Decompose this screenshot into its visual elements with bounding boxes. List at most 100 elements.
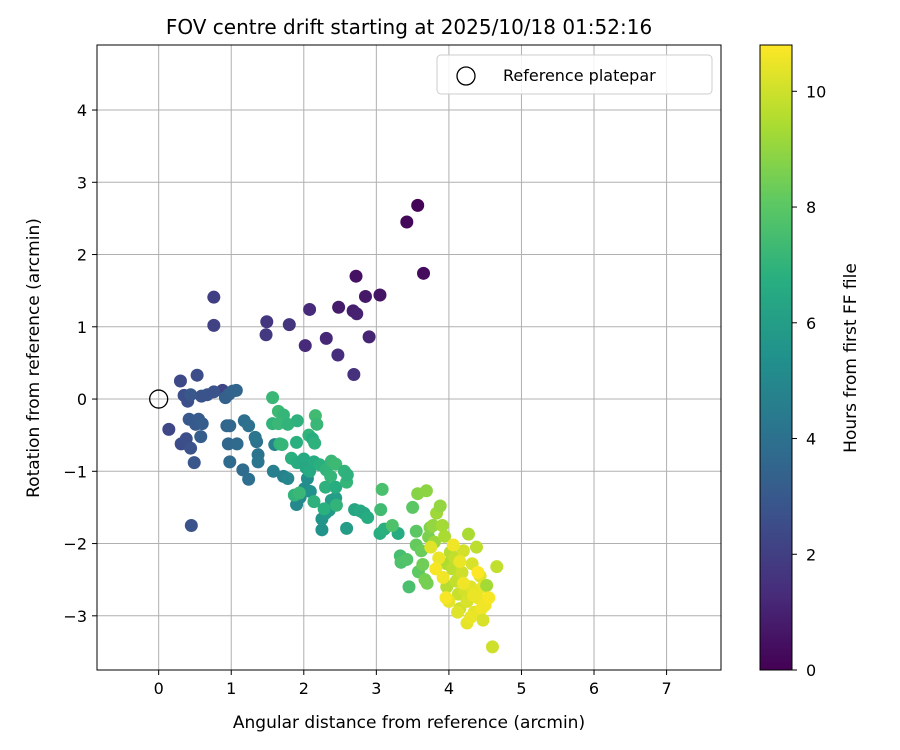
data-point (453, 555, 467, 569)
data-point (358, 289, 372, 303)
data-point (362, 330, 376, 344)
data-point (190, 368, 204, 382)
data-point (332, 300, 346, 314)
data-point (248, 430, 262, 444)
data-point (455, 565, 469, 579)
data-point (298, 339, 312, 353)
data-point (271, 417, 285, 431)
legend: Reference platepar (436, 54, 713, 95)
x-tick-label: 5 (516, 679, 526, 698)
data-point (347, 367, 361, 381)
data-point (469, 540, 483, 554)
data-point (162, 422, 176, 436)
data-point (242, 419, 256, 433)
x-tick-label: 6 (589, 679, 599, 698)
data-point (331, 348, 345, 362)
colorbar: 0 2 4 6 8 10 Hours from first FF file (759, 44, 861, 680)
data-point (429, 562, 443, 576)
data-point (435, 518, 449, 532)
data-point (292, 486, 306, 500)
data-point (361, 511, 375, 525)
data-point (317, 502, 331, 516)
data-point (290, 414, 304, 428)
y-tick-label: −2 (63, 535, 87, 554)
data-point (432, 551, 446, 565)
data-point (420, 576, 434, 590)
x-tick-label: 2 (299, 679, 309, 698)
grid (97, 45, 721, 670)
data-point (207, 290, 221, 304)
data-point (223, 455, 237, 469)
data-point (266, 464, 280, 478)
data-point (251, 455, 265, 469)
data-point (184, 388, 198, 402)
x-tick-label: 3 (371, 679, 381, 698)
data-point (187, 456, 201, 470)
data-point (456, 576, 470, 590)
y-tick-label: 2 (77, 246, 87, 265)
data-point (173, 374, 187, 388)
data-point (230, 437, 244, 451)
data-point (290, 435, 304, 449)
y-tick-label: 1 (77, 318, 87, 337)
data-point (402, 580, 416, 594)
data-point (329, 498, 343, 512)
data-point (375, 482, 389, 496)
data-point (438, 529, 452, 543)
data-point (340, 468, 354, 482)
plot-frame (96, 44, 722, 671)
chart-title: FOV centre drift starting at 2025/10/18 … (166, 15, 652, 39)
data-point (236, 463, 250, 477)
data-point (319, 331, 333, 345)
x-ticks: 0 1 2 3 4 5 6 7 (154, 670, 672, 698)
data-point (490, 560, 504, 574)
colorbar-tick-label: 10 (806, 82, 826, 101)
data-point (419, 484, 433, 498)
x-axis-label: Angular distance from reference (arcmin) (233, 713, 585, 733)
data-point (373, 288, 387, 302)
data-point (308, 436, 322, 450)
data-point (207, 318, 221, 332)
colorbar-tick-label: 4 (806, 430, 816, 449)
data-point (259, 328, 273, 342)
y-tick-label: −1 (63, 462, 87, 481)
colorbar-tick-label: 2 (806, 545, 816, 564)
data-point (426, 518, 440, 532)
data-point (416, 558, 430, 572)
colorbar-tick-label: 6 (806, 314, 816, 333)
x-tick-label: 0 (154, 679, 164, 698)
data-point (281, 472, 295, 486)
legend-label: Reference platepar (503, 66, 656, 85)
data-point (433, 499, 447, 513)
data-point (461, 527, 475, 541)
data-point (439, 591, 453, 605)
data-point (467, 589, 481, 603)
colorbar-ticks: 0 2 4 6 8 10 (792, 82, 826, 680)
data-point (275, 438, 289, 452)
colorbar-gradient (759, 44, 793, 671)
data-point (184, 518, 198, 532)
data-point (400, 215, 414, 229)
data-point (476, 613, 490, 627)
data-point (310, 417, 324, 431)
data-point (451, 605, 465, 619)
data-point (303, 302, 317, 316)
data-point (456, 544, 470, 558)
y-tick-label: 0 (77, 390, 87, 409)
data-point (329, 480, 343, 494)
data-point (406, 500, 420, 514)
data-point (446, 538, 460, 552)
data-point (350, 307, 364, 321)
data-point (266, 391, 280, 405)
data-point (471, 565, 485, 579)
y-tick-label: 4 (77, 101, 87, 120)
data-point (424, 540, 438, 554)
y-tick-label: −3 (63, 607, 87, 626)
data-point (282, 318, 296, 332)
data-point (482, 591, 496, 605)
data-point (195, 417, 209, 431)
scatter-points (162, 198, 504, 654)
legend-box (436, 54, 713, 95)
y-axis-label: Rotation from reference (arcmin) (24, 218, 44, 498)
